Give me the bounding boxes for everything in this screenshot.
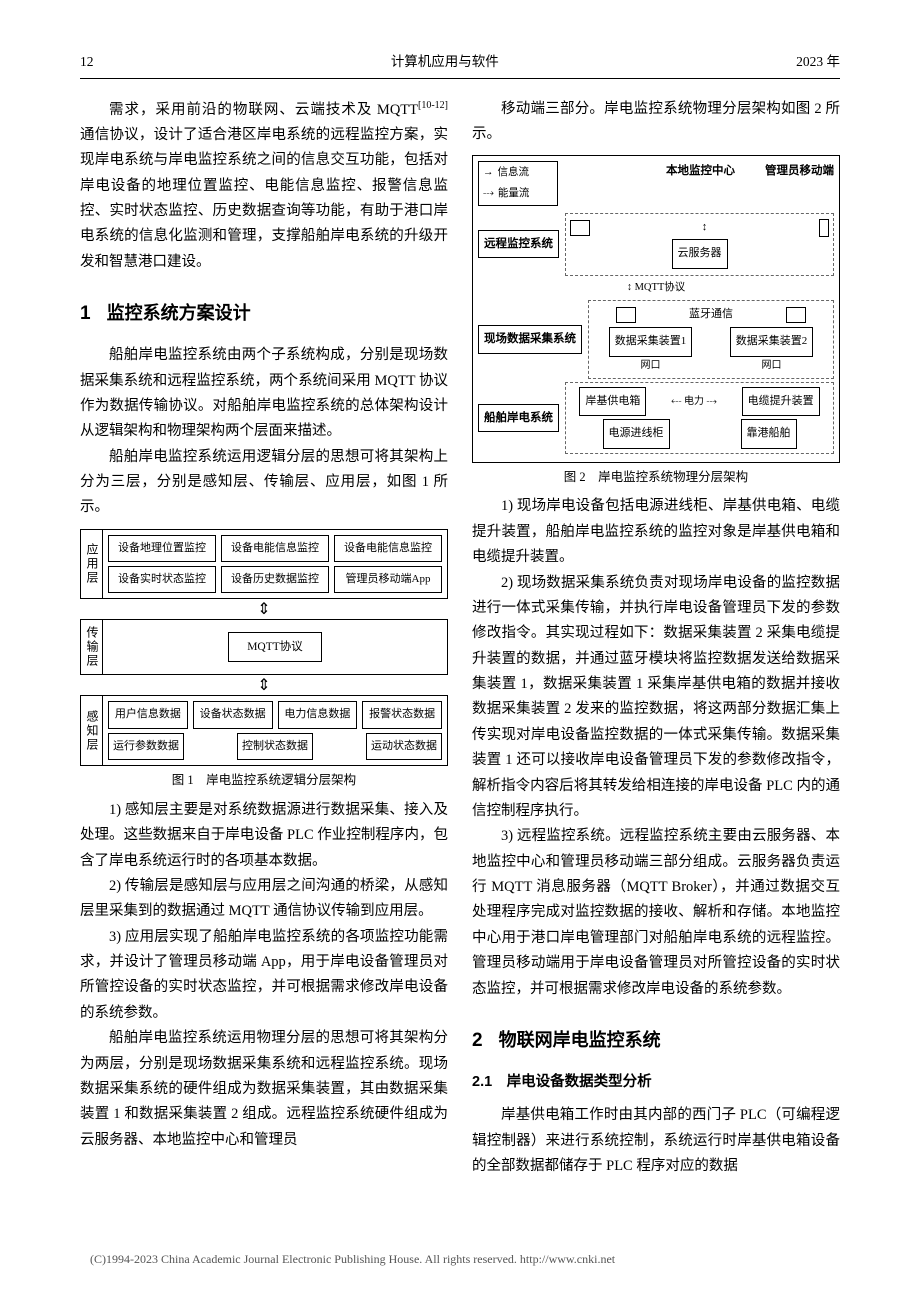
para-s1-3: 1) 感知层主要是对系统数据源进行数据采集、接入及处理。这些数据来自于岸电设备 … [80,798,448,874]
device-icon [616,307,636,323]
fig2-bluetooth: 蓝牙通信 [689,305,733,324]
fig1-box: 报警状态数据 [362,701,442,728]
section-1-heading: 1 监控系统方案设计 [80,293,448,331]
journal-title: 计算机应用与软件 [391,50,499,74]
fig2-cloud: 云服务器 [672,239,728,268]
fig1-box: 设备地理位置监控 [108,535,216,562]
fig1-box: 设备电能信息监控 [334,535,442,562]
para-r1: 移动端三部分。岸电监控系统物理分层架构如图 2 所示。 [472,97,840,148]
figure-1: 应用层 设备地理位置监控 设备电能信息监控 设备电能信息监控 设备实时状态监控 … [80,529,448,766]
fig2-dev1: 数据采集装置1 [609,327,693,356]
para-s1-4: 2) 传输层是感知层与应用层之间沟通的桥梁，从感知层里采集到的数据通过 MQTT… [80,874,448,925]
fig2-power-inlet: 电源进线柜 [603,419,670,448]
fig2-label: 本地监控中心 [666,161,735,181]
page-container: 12 计算机应用与软件 2023 年 需求，采用前沿的物联网、云端技术及 MQT… [0,0,920,1310]
fig1-app-layer: 应用层 设备地理位置监控 设备电能信息监控 设备电能信息监控 设备实时状态监控 … [80,529,448,600]
fig2-remote-sys: 远程监控系统 [478,230,559,258]
fig1-box: 用户信息数据 [108,701,188,728]
fig2-mqtt-label: ↕ MQTT协议 [478,279,834,297]
fig1-box: 电力信息数据 [278,701,358,728]
dashed-arrow-icon: ⤏ [483,185,494,203]
left-column: 需求，采用前沿的物联网、云端技术及 MQTT[10-12] 通信协议，设计了适合… [80,97,448,1180]
para-s1-1: 船舶岸电监控系统由两个子系统构成，分别是现场数据采集系统和远程监控系统，两个系统… [80,343,448,445]
fig1-box: 运动状态数据 [366,733,442,760]
two-column-layout: 需求，采用前沿的物联网、云端技术及 MQTT[10-12] 通信协议，设计了适合… [80,97,840,1180]
fig1-box: 设备实时状态监控 [108,566,216,593]
up-down-arrow-icon: ⇕ [80,602,448,618]
fig2-label: 管理员移动端 [765,161,834,181]
fig1-trans-layer: 传输层 MQTT协议 [80,619,448,675]
para-r4: 3) 远程监控系统。远程监控系统主要由云服务器、本地监控中心和管理员移动端三部分… [472,824,840,1002]
section-2-heading: 2 物联网岸电监控系统 [472,1020,840,1058]
fig1-box: 设备历史数据监控 [221,566,329,593]
fig1-mqtt-box: MQTT协议 [228,632,322,662]
fig2-dev2: 数据采集装置2 [730,327,814,356]
figure-2: →信息流 ⤏能量流 本地监控中心 管理员移动端 远程监控系统 ↕ [472,155,840,462]
fig1-box: 运行参数数据 [108,733,184,760]
fig1-box: 设备状态数据 [193,701,273,728]
monitor-icon [570,220,590,236]
para-intro: 需求，采用前沿的物联网、云端技术及 MQTT[10-12] 通信协议，设计了适合… [80,97,448,275]
device-icon [786,307,806,323]
page-number: 12 [80,50,94,74]
up-down-arrow-icon: ⇕ [80,678,448,694]
fig2-legend: →信息流 ⤏能量流 [478,161,558,206]
page-footer: (C)1994-2023 China Academic Journal Elec… [80,1249,840,1270]
para-s1-5: 3) 应用层实现了船舶岸电监控系统的各项监控功能需求，并设计了管理员移动端 Ap… [80,925,448,1027]
fig2-cable-lift: 电缆提升装置 [742,387,820,416]
fig2-ship-sys: 船舶岸电系统 [478,404,559,432]
figure-2-caption: 图 2 岸电监控系统物理分层架构 [472,467,840,489]
fig2-field-sys: 现场数据采集系统 [478,325,582,353]
para-s1-6: 船舶岸电监控系统运用物理分层的思想可将其架构分为两层，分别是现场数据采集系统和远… [80,1026,448,1153]
right-column: 移动端三部分。岸电监控系统物理分层架构如图 2 所示。 →信息流 ⤏能量流 本地… [472,97,840,1180]
fig1-sense-layer: 感知层 用户信息数据 设备状态数据 电力信息数据 报警状态数据 运行参数数据 控… [80,695,448,766]
year-label: 2023 年 [796,50,840,74]
page-header: 12 计算机应用与软件 2023 年 [80,50,840,79]
arrow-icon: → [483,164,494,182]
para-r3: 2) 现场数据采集系统负责对现场岸电设备的监控数据进行一体式采集传输，并执行岸电… [472,571,840,825]
subsection-2-1: 2.1 岸电设备数据类型分析 [472,1070,840,1095]
fig2-docked-ship: 靠港船舶 [741,419,797,448]
figure-1-caption: 图 1 岸电监控系统逻辑分层架构 [80,770,448,792]
para-s1-2: 船舶岸电监控系统运用逻辑分层的思想可将其架构上分为三层，分别是感知层、传输层、应… [80,445,448,521]
fig1-box: 管理员移动端App [334,566,442,593]
fig1-box: 控制状态数据 [237,733,313,760]
para-r2: 1) 现场岸电设备包括电源进线柜、岸基供电箱、电缆提升装置，船舶岸电监控系统的监… [472,494,840,570]
fig1-box: 设备电能信息监控 [221,535,329,562]
para-r5: 岸基供电箱工作时由其内部的西门子 PLC（可编程逻辑控制器）来进行系统控制，系统… [472,1103,840,1179]
phone-icon [819,219,829,237]
fig2-shore-box: 岸基供电箱 [579,387,646,416]
